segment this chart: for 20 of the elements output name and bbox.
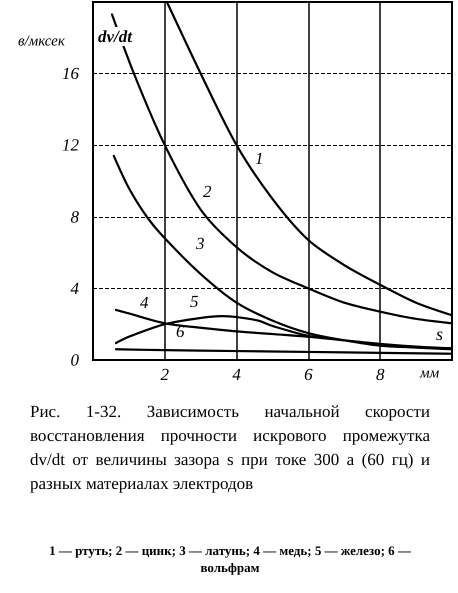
x-tick-label: 6 bbox=[304, 365, 314, 384]
y-tick-label: 12 bbox=[62, 136, 80, 155]
annotation: 1 bbox=[255, 149, 264, 168]
text: Рис. 1-32. Зависимость начальной скорости восстановления прочности искрового промежутка dv/dt от величины зазора s при токе 300 а (60 гц) и разных материалах электродов bbox=[30, 401, 430, 495]
y-tick-label: 0 bbox=[70, 350, 80, 370]
y-axis-title: в/мксек bbox=[18, 34, 66, 50]
x-tick-label: 8 bbox=[376, 365, 385, 384]
y-tick-label: 4 bbox=[70, 278, 80, 298]
text: 1 — ртуть; 2 — цинк; 3 — латунь; 4 — медь; 5 — железо; 6 — вольфрам bbox=[48, 542, 412, 576]
annotation: s bbox=[436, 324, 444, 344]
y-tick-label: 8 bbox=[70, 207, 80, 226]
annotation: dv/dt bbox=[98, 27, 134, 46]
x-tick-label: 4 bbox=[232, 365, 242, 384]
x-tick-label: 2 bbox=[160, 365, 170, 384]
annotation: 4 bbox=[140, 293, 149, 312]
x-axis-title: мм bbox=[419, 366, 440, 382]
annotation: 5 bbox=[190, 292, 198, 311]
annotation: 2 bbox=[203, 182, 212, 201]
annotation: 3 bbox=[195, 234, 204, 253]
y-tick-label: 16 bbox=[62, 64, 80, 84]
